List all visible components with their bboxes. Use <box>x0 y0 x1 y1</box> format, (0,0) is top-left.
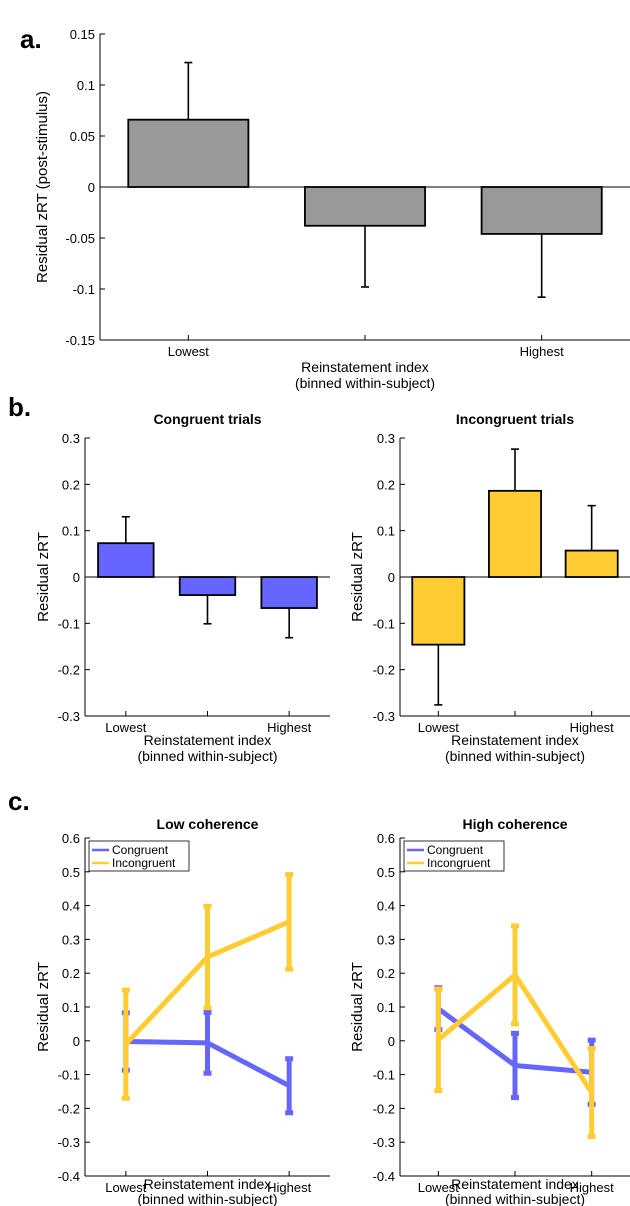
y-tick-label-c1-1: -0.3 <box>58 1135 80 1150</box>
y-tick-label-c1-7: 0.3 <box>62 932 80 947</box>
bar-a-2 <box>480 186 603 235</box>
legend-box-c1 <box>88 840 190 872</box>
bar-b2-0 <box>411 576 466 646</box>
legend-box-c2 <box>403 840 505 872</box>
y-tick-label-b2-5: 0.2 <box>377 477 395 492</box>
y-tick-label-b1-4: 0.1 <box>62 524 80 539</box>
panel-label-c1: c. <box>8 786 30 816</box>
y-tick-label-c2-7: 0.3 <box>377 932 395 947</box>
y-tick-label-c2-8: 0.4 <box>377 899 395 914</box>
y-tick-label-c1-3: -0.1 <box>58 1068 80 1083</box>
panel-label-a: a. <box>20 24 42 54</box>
panel-label-b1: b. <box>8 392 31 422</box>
legend-label-c1-0: Congruent <box>112 843 169 857</box>
x-axis-label-2-c2: (binned within-subject) <box>445 1191 585 1206</box>
x-tick-label-a-0: Lowest <box>168 344 210 359</box>
x-axis-label-c1: Reinstatement index <box>144 1176 272 1192</box>
y-tick-label-c1-10: 0.6 <box>62 831 80 846</box>
legend-label-c2-0: Congruent <box>427 843 484 857</box>
x-axis-label-2-c1: (binned within-subject) <box>137 1191 277 1206</box>
bar-a-1 <box>304 186 426 227</box>
y-tick-label-a-6: 0.15 <box>70 27 95 42</box>
y-tick-label-b1-3: 0 <box>73 570 80 585</box>
x-tick-label-c1-0: Lowest <box>105 1180 147 1195</box>
x-tick-label-c1-2: Highest <box>267 1180 311 1195</box>
y-tick-label-c1-4: 0 <box>73 1034 80 1049</box>
y-tick-label-b2-6: 0.3 <box>377 431 395 446</box>
y-tick-label-b2-1: -0.2 <box>373 663 395 678</box>
x-axis-label-2-b2: (binned within-subject) <box>445 748 585 764</box>
x-tick-label-c2-0: Lowest <box>418 1180 460 1195</box>
y-tick-label-c2-4: 0 <box>388 1034 395 1049</box>
y-tick-label-c1-9: 0.5 <box>62 865 80 880</box>
bar-b1-2 <box>260 576 318 609</box>
bar-b2-2 <box>564 549 619 578</box>
y-tick-label-b1-1: -0.2 <box>58 663 80 678</box>
x-axis-label-2-a: (binned within-subject) <box>295 375 435 391</box>
bar-b2-1 <box>488 489 542 578</box>
x-axis-label-b1: Reinstatement index <box>144 732 272 748</box>
y-tick-label-b2-2: -0.1 <box>373 616 395 631</box>
y-tick-label-b1-2: -0.1 <box>58 616 80 631</box>
panel-title-c1: Low coherence <box>157 816 259 832</box>
y-tick-label-c1-0: -0.4 <box>58 1169 80 1184</box>
legend-label-c2-1: Incongruent <box>427 856 491 870</box>
y-tick-label-a-3: 0 <box>88 180 95 195</box>
y-axis-label-a: Residual zRT (post-stimulus) <box>34 91 51 283</box>
y-tick-label-b1-6: 0.3 <box>62 431 80 446</box>
y-tick-label-a-4: 0.05 <box>70 129 95 144</box>
bar-b1-0 <box>97 542 155 578</box>
y-tick-label-c1-5: 0.1 <box>62 1000 80 1015</box>
bar-b1-1 <box>178 576 237 596</box>
x-tick-label-a-2: Highest <box>520 344 564 359</box>
y-tick-label-c2-10: 0.6 <box>377 831 395 846</box>
y-tick-label-b1-0: -0.3 <box>58 709 80 724</box>
y-axis-label-c2: Residual zRT <box>349 962 366 1052</box>
legend-label-c1-1: Incongruent <box>112 856 176 870</box>
y-axis-label-c1: Residual zRT <box>35 962 52 1052</box>
panel-title-b2: Incongruent trials <box>456 411 574 427</box>
y-tick-label-c2-3: -0.1 <box>373 1068 395 1083</box>
y-tick-label-c2-2: -0.2 <box>373 1101 395 1116</box>
panel-title-c2: High coherence <box>462 816 567 832</box>
x-axis-label-a: Reinstatement index <box>301 359 429 375</box>
y-tick-label-c2-9: 0.5 <box>377 865 395 880</box>
y-tick-label-c1-8: 0.4 <box>62 899 80 914</box>
y-tick-label-c1-2: -0.2 <box>58 1101 80 1116</box>
x-axis-label-c2: Reinstatement index <box>451 1176 579 1192</box>
y-tick-label-c2-1: -0.3 <box>373 1135 395 1150</box>
y-tick-label-a-1: -0.1 <box>73 282 95 297</box>
x-tick-label-c2-2: Highest <box>570 1180 614 1195</box>
x-tick-label-b1-2: Highest <box>267 720 311 735</box>
x-axis-label-2-b1: (binned within-subject) <box>137 748 277 764</box>
y-tick-label-c1-6: 0.2 <box>62 966 80 981</box>
x-tick-label-b2-0: Lowest <box>418 720 460 735</box>
y-tick-label-c2-5: 0.1 <box>377 1000 395 1015</box>
x-axis-label-b2: Reinstatement index <box>451 732 579 748</box>
y-tick-label-a-2: -0.05 <box>65 231 95 246</box>
y-tick-label-b2-4: 0.1 <box>377 524 395 539</box>
y-tick-label-a-0: -0.15 <box>65 333 95 348</box>
y-tick-label-b1-5: 0.2 <box>62 477 80 492</box>
y-axis-label-b2: Residual zRT <box>349 532 366 622</box>
x-tick-label-b1-0: Lowest <box>105 720 147 735</box>
y-tick-label-b2-3: 0 <box>388 570 395 585</box>
y-tick-label-c2-0: -0.4 <box>373 1169 395 1184</box>
panel-title-b1: Congruent trials <box>153 411 261 427</box>
y-tick-label-a-5: 0.1 <box>77 78 95 93</box>
y-tick-label-c2-6: 0.2 <box>377 966 395 981</box>
x-tick-label-b2-2: Highest <box>570 720 614 735</box>
y-tick-label-b2-0: -0.3 <box>373 709 395 724</box>
bar-a-0 <box>127 118 250 188</box>
y-axis-label-b1: Residual zRT <box>35 532 52 622</box>
